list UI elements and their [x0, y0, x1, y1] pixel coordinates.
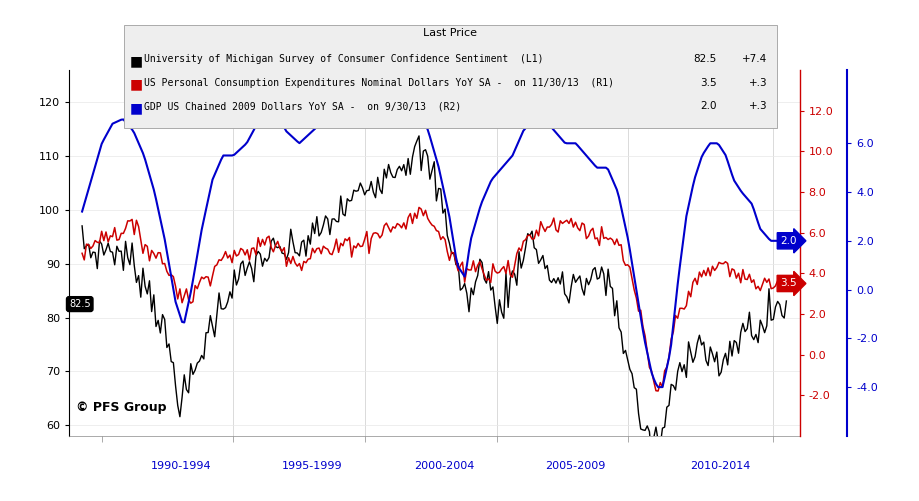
Text: 2.0: 2.0	[700, 101, 717, 111]
Text: 2010-2014: 2010-2014	[690, 461, 751, 471]
Text: 2.0: 2.0	[780, 236, 797, 246]
Text: Last Price: Last Price	[424, 28, 477, 38]
Text: 3.5: 3.5	[780, 279, 797, 289]
Text: +.3: +.3	[749, 101, 767, 111]
Text: ■: ■	[130, 101, 142, 115]
Text: 1995-1999: 1995-1999	[282, 461, 343, 471]
Text: +7.4: +7.4	[743, 54, 767, 64]
Text: 3.5: 3.5	[700, 78, 717, 88]
Text: GDP US Chained 2009 Dollars YoY SA -  on 9/30/13  (R2): GDP US Chained 2009 Dollars YoY SA - on …	[144, 101, 461, 111]
Text: +.3: +.3	[749, 78, 767, 88]
Text: 1990-1994: 1990-1994	[151, 461, 211, 471]
Text: University of Michigan Survey of Consumer Confidence Sentiment  (L1): University of Michigan Survey of Consume…	[144, 54, 544, 64]
Text: 82.5: 82.5	[69, 299, 91, 309]
Text: © PFS Group: © PFS Group	[76, 401, 166, 414]
Text: 82.5: 82.5	[694, 54, 717, 64]
Text: 2000-2004: 2000-2004	[414, 461, 474, 471]
Text: ■: ■	[130, 78, 142, 92]
Text: ■: ■	[130, 54, 142, 68]
Text: US Personal Consumption Expenditures Nominal Dollars YoY SA -  on 11/30/13  (R1): US Personal Consumption Expenditures Nom…	[144, 78, 614, 88]
Text: 2005-2009: 2005-2009	[546, 461, 606, 471]
